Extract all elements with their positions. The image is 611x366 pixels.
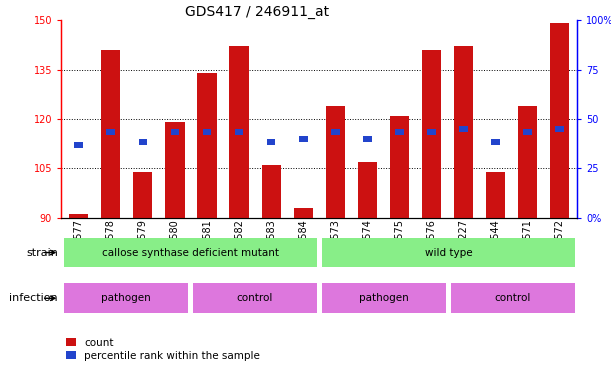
Bar: [518, 106, 537, 218]
Bar: [192, 283, 316, 313]
Bar: [197, 73, 217, 218]
Text: control: control: [236, 293, 273, 303]
Bar: [230, 46, 249, 218]
Bar: [454, 46, 473, 218]
Text: strain: strain: [26, 247, 58, 258]
Bar: [101, 50, 120, 218]
Bar: [322, 283, 446, 313]
Bar: [550, 23, 569, 218]
Bar: [267, 139, 276, 145]
Bar: [294, 208, 313, 218]
Bar: [69, 214, 89, 218]
Bar: [390, 116, 409, 218]
Bar: [524, 129, 532, 135]
Bar: [486, 172, 505, 218]
Bar: [106, 129, 115, 135]
Bar: [363, 136, 371, 142]
Bar: [555, 126, 564, 132]
Bar: [299, 136, 307, 142]
Bar: [139, 139, 147, 145]
Bar: [491, 139, 500, 145]
Bar: [326, 106, 345, 218]
Bar: [262, 165, 281, 218]
Bar: [422, 50, 441, 218]
Text: wild type: wild type: [425, 247, 472, 258]
Bar: [357, 162, 377, 218]
Text: callose synthase deficient mutant: callose synthase deficient mutant: [101, 247, 279, 258]
Text: control: control: [495, 293, 531, 303]
Legend: count, percentile rank within the sample: count, percentile rank within the sample: [67, 338, 260, 361]
Bar: [64, 238, 316, 267]
Bar: [64, 283, 188, 313]
Bar: [395, 129, 404, 135]
Bar: [331, 129, 340, 135]
Bar: [203, 129, 211, 135]
Text: pathogen: pathogen: [359, 293, 409, 303]
Text: GDS417 / 246911_at: GDS417 / 246911_at: [185, 5, 329, 19]
Text: infection: infection: [9, 293, 58, 303]
Bar: [235, 129, 243, 135]
Bar: [170, 129, 179, 135]
Bar: [75, 142, 83, 148]
Text: pathogen: pathogen: [101, 293, 150, 303]
Bar: [322, 238, 575, 267]
Bar: [133, 172, 153, 218]
Bar: [459, 126, 468, 132]
Bar: [451, 283, 575, 313]
Bar: [427, 129, 436, 135]
Bar: [166, 122, 185, 218]
